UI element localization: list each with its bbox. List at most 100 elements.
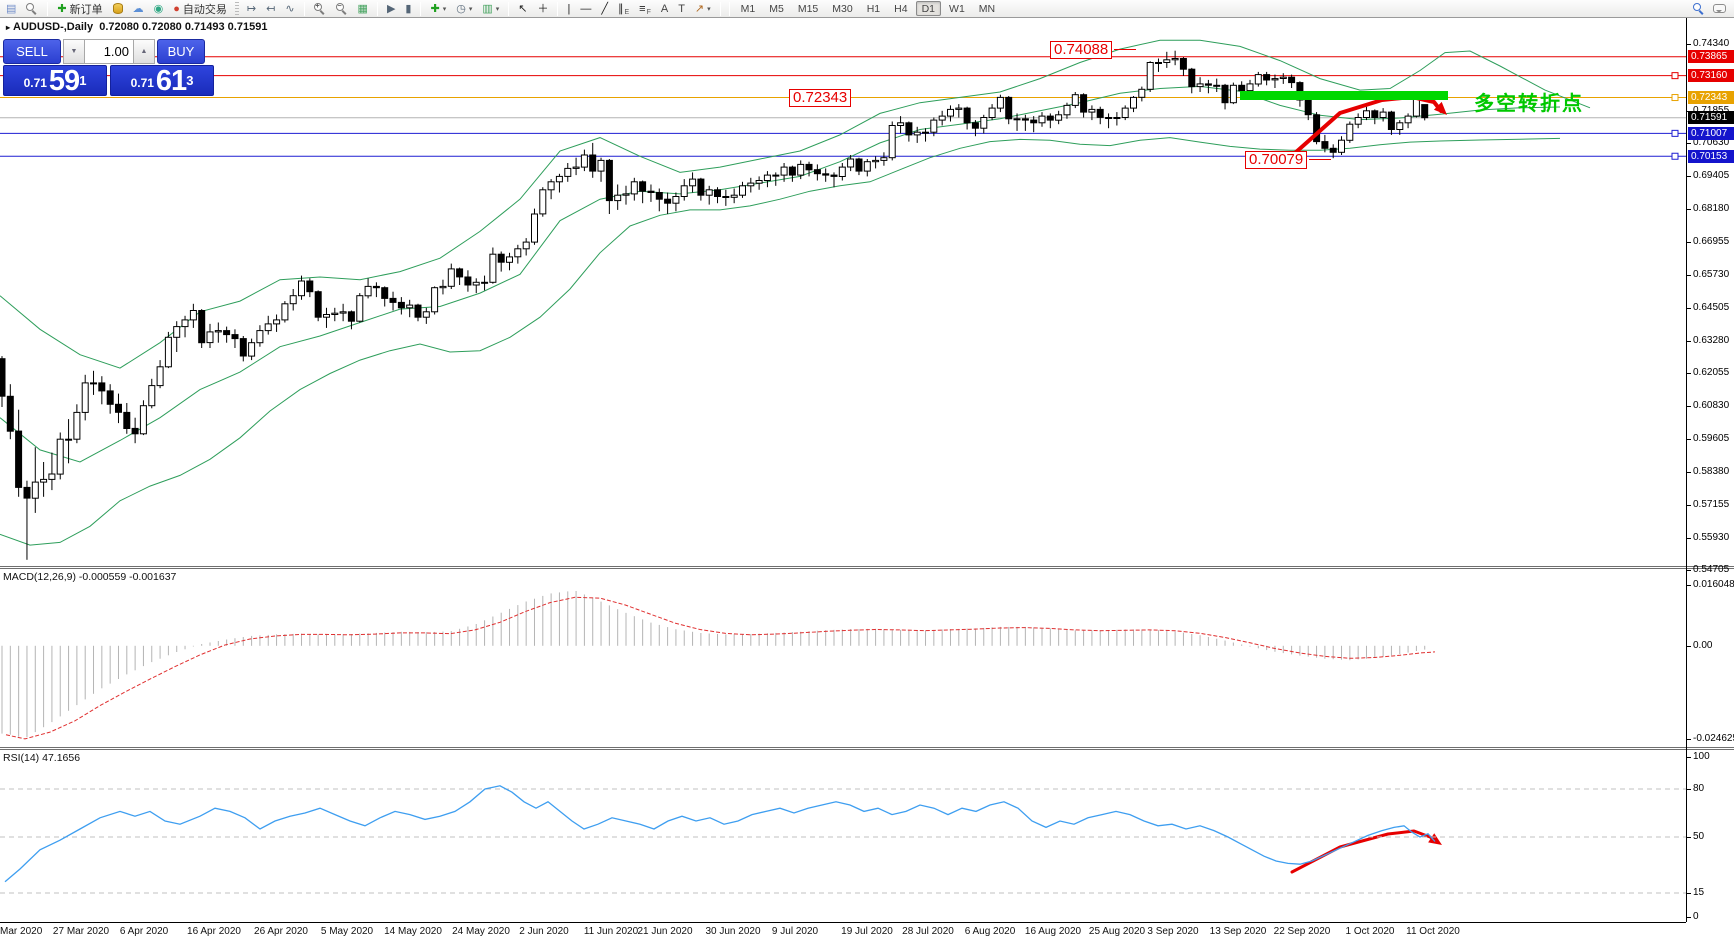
tile-windows-icon[interactable]: ▦: [354, 1, 372, 17]
panel-separator[interactable]: [0, 566, 1734, 569]
dropdown-caret-icon[interactable]: ▾: [468, 5, 473, 13]
collapse-triangle-icon[interactable]: ▸: [6, 23, 11, 32]
date-label: 14 May 2020: [384, 926, 442, 937]
zone-annotation-text[interactable]: 多空转折点: [1474, 93, 1584, 115]
arrows-button: ↗: [694, 2, 705, 15]
macd-tick: -0.024625: [1693, 733, 1734, 745]
add-indicator-button: ✚: [430, 2, 440, 15]
date-label: 25 Aug 2020: [1088, 926, 1146, 937]
date-label: 30 Jun 2020: [705, 926, 761, 937]
date-label: 27 Mar 2020: [52, 926, 110, 937]
line-handle[interactable]: [1671, 129, 1679, 137]
line-chart-icon[interactable]: ∿: [281, 1, 298, 17]
date-label: 13 Sep 2020: [1209, 926, 1267, 937]
signal-icon[interactable]: ◉: [150, 1, 168, 17]
panel-separator[interactable]: [0, 747, 1734, 750]
callout-connector: [1309, 159, 1331, 160]
price-tick: 0.68180: [1693, 203, 1730, 215]
trendline-icon[interactable]: ╱: [597, 1, 612, 17]
low-price-label[interactable]: 0.70079: [1245, 151, 1308, 169]
price-tick: 0.59605: [1693, 433, 1730, 445]
chart-style-button[interactable]: ▥ ▾: [478, 1, 503, 17]
crosshair-icon[interactable]: ＋: [533, 1, 552, 17]
timeframe-button-d1[interactable]: D1: [915, 1, 942, 16]
rsi-tick: 100: [1693, 751, 1710, 762]
trendline-icon: ╱: [601, 2, 608, 15]
date-label: 21 Jun 2020: [637, 926, 693, 937]
vline-icon: |: [567, 2, 571, 15]
chat-icon[interactable]: [1713, 4, 1726, 13]
chart-shift-icon[interactable]: ↤: [262, 1, 279, 17]
dropdown-caret-icon[interactable]: ▾: [707, 5, 711, 13]
timeframe-button-m30[interactable]: M30: [832, 2, 853, 15]
add-indicator-button[interactable]: ✚ ▾: [426, 1, 450, 17]
styles-cylinder-icon: [112, 3, 123, 14]
volume-decrease-button[interactable]: ▼: [63, 39, 85, 64]
price-tick: 0.63280: [1693, 334, 1730, 346]
fibonacci-icon[interactable]: ≡ F: [639, 2, 651, 16]
new-order-button[interactable]: ✚ 新订单: [53, 1, 106, 17]
line-handle[interactable]: [1671, 72, 1679, 80]
bollinger-lower-band: [0, 137, 1561, 546]
sell-button[interactable]: SELL: [3, 39, 61, 64]
styles-cylinder-icon[interactable]: [109, 1, 127, 17]
callout-connector: [1114, 49, 1136, 50]
equidistant-channel-icon[interactable]: ∥ E: [617, 2, 630, 16]
date-label: 2 Jun 2020: [519, 926, 569, 937]
high-price-label[interactable]: 0.74088: [1050, 41, 1113, 59]
text-label-icon[interactable]: T: [674, 1, 689, 17]
one-click-trading-panel: SELL ▼ ▲ BUY 0.71 59 1 0.71 61 3: [3, 39, 215, 96]
text-label-icon: T: [678, 2, 685, 15]
line-handle[interactable]: [1671, 152, 1679, 160]
timeframe-button-m1[interactable]: M1: [740, 2, 756, 15]
dropdown-caret-icon[interactable]: ▾: [442, 5, 447, 13]
equidistant-channel-icon: ∥: [617, 2, 624, 15]
date-label: 28 Jul 2020: [902, 926, 954, 937]
step-single-icon[interactable]: ▮: [401, 1, 415, 17]
macd-indicator-panel[interactable]: [0, 570, 1686, 747]
timeframe-button-w1[interactable]: W1: [949, 2, 965, 15]
volume-input[interactable]: [85, 39, 133, 64]
preview-icon[interactable]: [22, 1, 42, 17]
sell-price-panel[interactable]: 0.71 59 1: [3, 65, 107, 96]
line-handle[interactable]: [1671, 94, 1679, 102]
zoom-in-icon[interactable]: +: [310, 1, 330, 17]
buy-price-panel[interactable]: 0.71 61 3: [110, 65, 214, 96]
dropdown-caret-icon[interactable]: ▾: [495, 5, 500, 13]
mid-price-label[interactable]: 0.72343: [789, 89, 852, 107]
buy-button[interactable]: BUY: [157, 39, 205, 64]
zoom-out-icon[interactable]: −: [332, 1, 352, 17]
chart-title: ▸ AUDUSD-,Daily 0.72080 0.72080 0.71493 0…: [6, 21, 267, 33]
auto-trading-button[interactable]: ● 自动交易: [169, 1, 231, 17]
timeframe-button-mn[interactable]: MN: [978, 2, 996, 15]
price-level-badge: 0.73865: [1688, 50, 1734, 64]
chart-window-icon[interactable]: ▤: [2, 1, 20, 17]
text-icon: A: [660, 2, 669, 15]
profile-icon[interactable]: ☁: [129, 1, 148, 17]
rsi-indicator-panel[interactable]: [0, 751, 1686, 922]
timeframe-button-h4[interactable]: H4: [894, 2, 908, 15]
timeframe-button-m5[interactable]: M5: [769, 2, 784, 15]
rsi-tick: 80: [1693, 783, 1705, 794]
timeframe-button-m15[interactable]: M15: [797, 2, 819, 15]
search-icon[interactable]: [1693, 2, 1705, 15]
text-icon[interactable]: A: [657, 1, 672, 17]
price-chart[interactable]: [0, 18, 1686, 566]
macd-signal-line: [5, 596, 1436, 740]
vline-icon[interactable]: |: [563, 1, 574, 17]
cursor-icon[interactable]: ↖: [514, 1, 531, 17]
one-click-price-row: 0.71 59 1 0.71 61 3: [3, 65, 215, 96]
volume-increase-button[interactable]: ▲: [133, 39, 155, 64]
toolbar-drag-handle[interactable]: [234, 1, 239, 16]
new-order-button-label: 新订单: [69, 3, 103, 16]
date-label: 1 Oct 2020: [1345, 926, 1395, 937]
hline-icon[interactable]: —: [576, 1, 595, 17]
step-forward-icon[interactable]: ▶: [383, 1, 399, 17]
arrows-button[interactable]: ↗ ▾: [691, 1, 715, 17]
date-label: 11 Oct 2020: [1406, 926, 1460, 937]
timeframe-button-h1[interactable]: H1: [866, 2, 881, 15]
period-clock-button[interactable]: ◷ ▾: [452, 1, 476, 17]
resistance-zone-rectangle[interactable]: [1240, 91, 1448, 100]
auto-scroll-icon[interactable]: ↦: [243, 1, 260, 17]
